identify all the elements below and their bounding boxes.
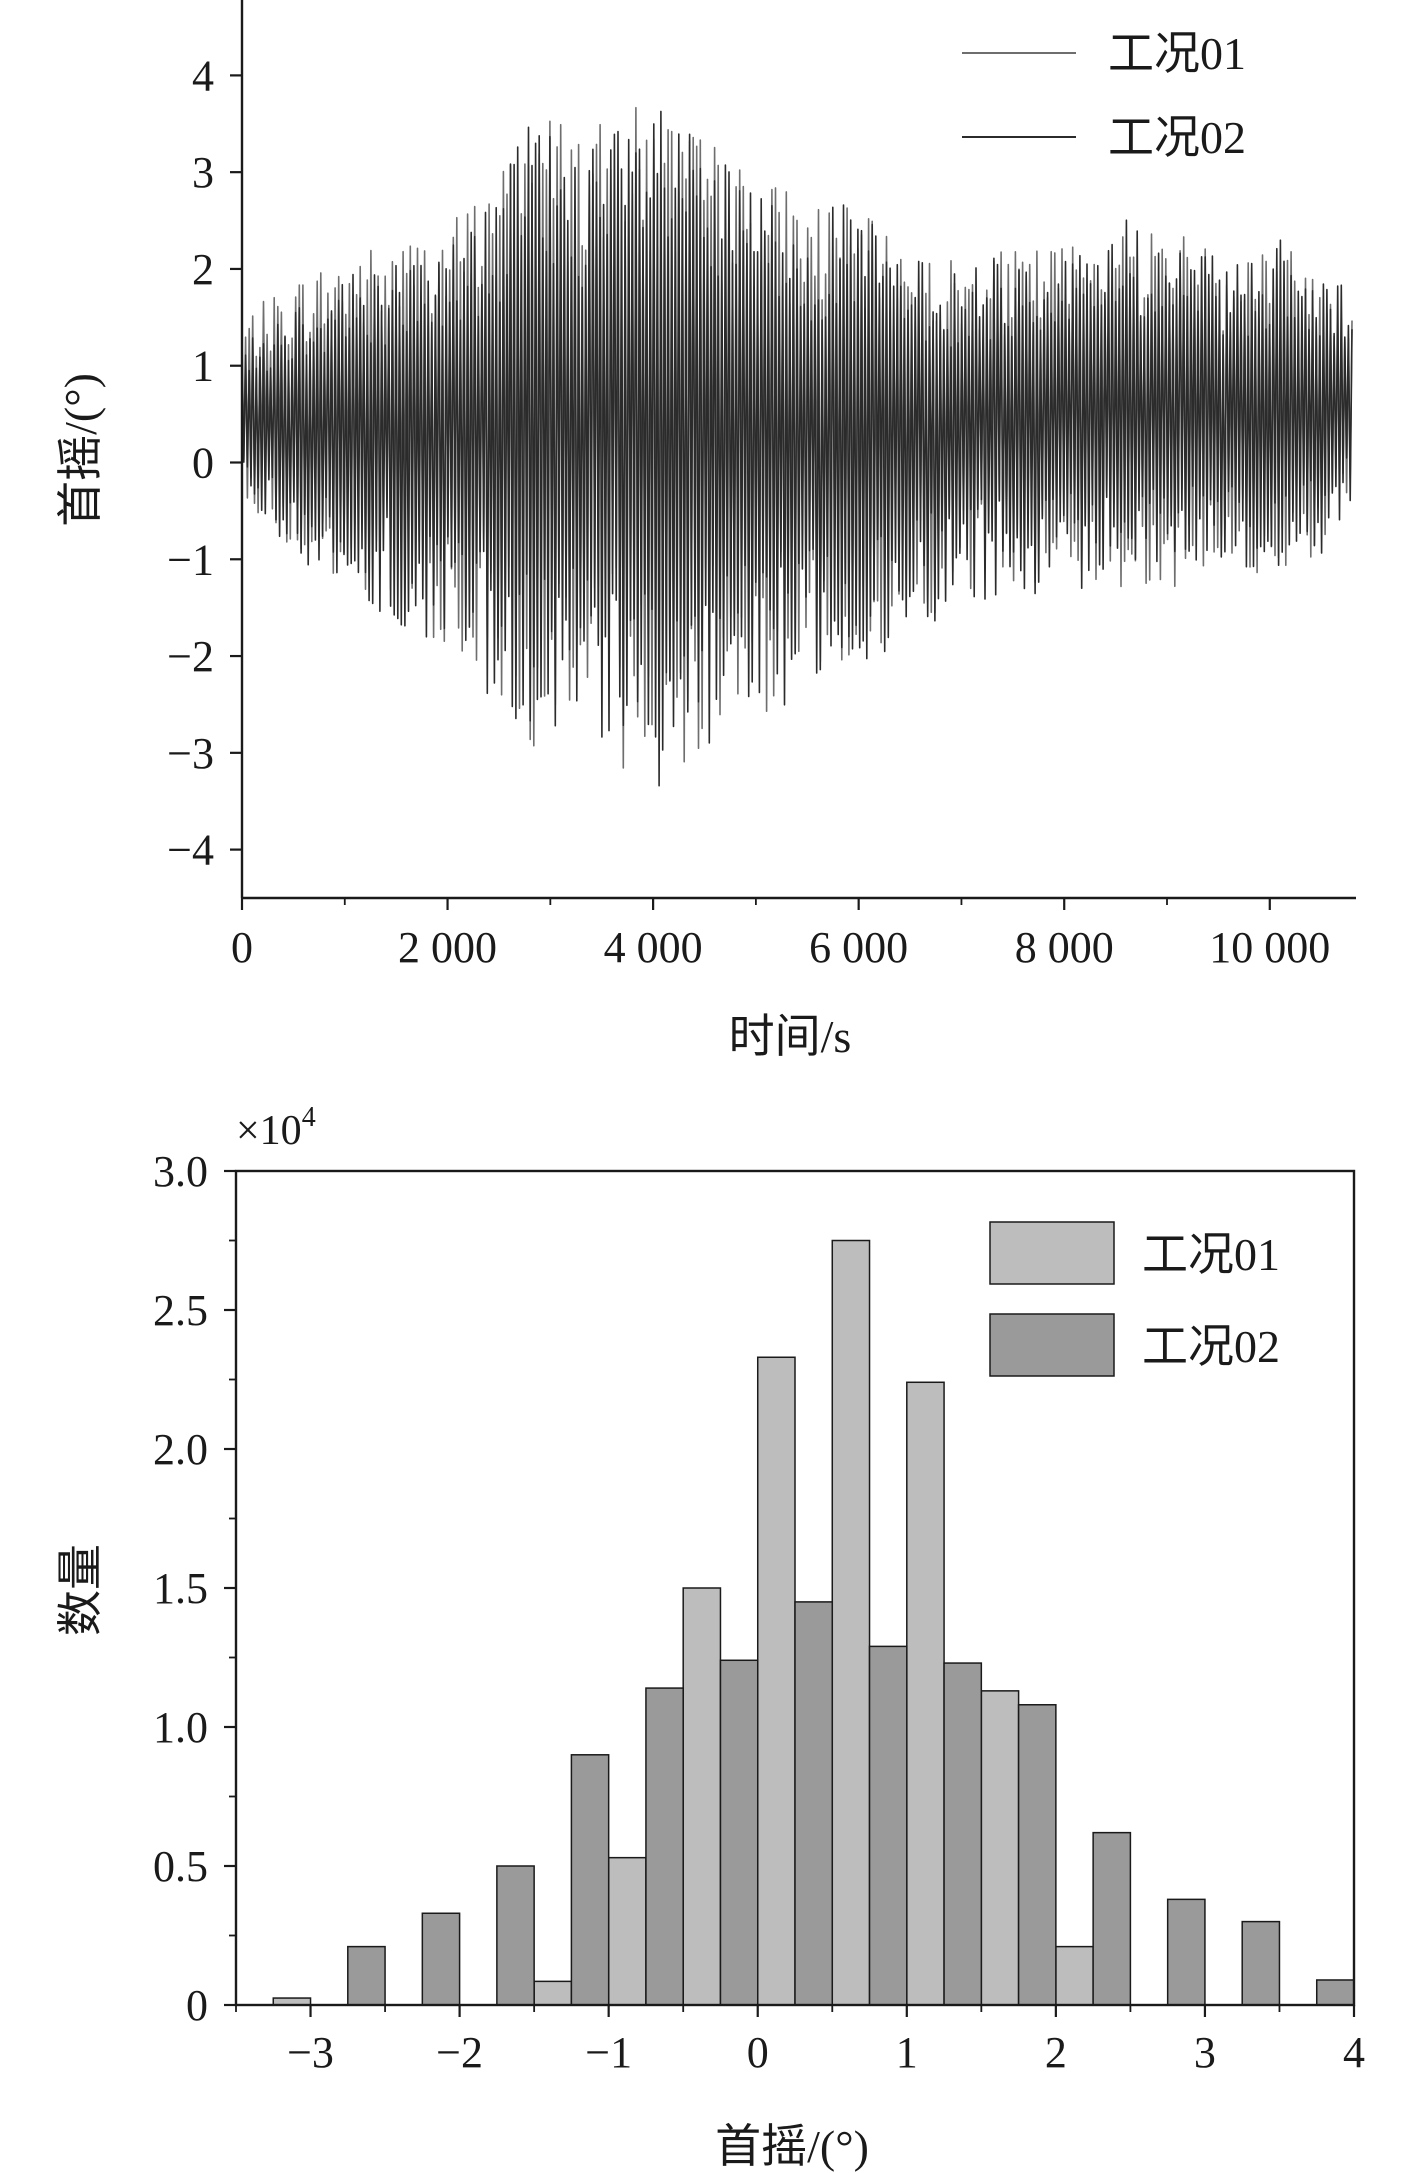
y-tick-label: −2 bbox=[167, 632, 214, 681]
legend-label-series-2: 工况02 bbox=[1142, 1321, 1280, 1372]
y-tick-label: −1 bbox=[167, 535, 214, 584]
y-tick-label: 1.0 bbox=[153, 1703, 208, 1752]
x-tick-label: 4 000 bbox=[604, 923, 703, 972]
histogram-bar-series-1 bbox=[533, 1980, 573, 2006]
y-tick-label: −4 bbox=[167, 826, 214, 875]
y-tick-label: 1.5 bbox=[153, 1564, 208, 1613]
histogram-bar-series-2 bbox=[943, 1662, 983, 2006]
legend: 工况01 工况02 bbox=[962, 28, 1246, 163]
legend-label-series-1: 工况01 bbox=[1108, 28, 1246, 79]
y-multiplier-label: ×104 bbox=[236, 1102, 316, 1154]
histogram-bar-series-2 bbox=[719, 1659, 759, 2006]
histogram-bar-series-2 bbox=[1315, 1979, 1355, 2006]
legend: 工况01 工况02 bbox=[989, 1221, 1280, 1377]
y-ticks: −4 −3 −2 −1 0 1 2 3 4 bbox=[167, 51, 242, 875]
histogram-bars bbox=[272, 1239, 1355, 2006]
x-ticks: 0 2 000 4 000 6 000 8 000 10 000 bbox=[231, 898, 1330, 972]
time-series-lines bbox=[241, 106, 1353, 787]
time-series-axes bbox=[240, 0, 1356, 900]
histogram-bar-series-2 bbox=[1241, 1920, 1281, 2006]
y-tick-label: 4 bbox=[192, 51, 214, 100]
x-tick-label: 0 bbox=[747, 2028, 769, 2077]
histogram-bar-series-2 bbox=[1092, 1831, 1132, 2006]
x-axis-title: 时间/s bbox=[729, 1011, 852, 1062]
legend-label-series-1: 工况01 bbox=[1142, 1229, 1280, 1280]
y-tick-label: 1 bbox=[192, 342, 214, 391]
histogram-bar-series-1 bbox=[980, 1690, 1020, 2006]
histogram-bar-series-1 bbox=[906, 1381, 945, 2006]
histogram-bar-series-2 bbox=[421, 1912, 461, 2006]
y-tick-label: 0 bbox=[192, 439, 214, 488]
y-tick-label: 2.5 bbox=[153, 1286, 208, 1335]
y-tick-label: 0 bbox=[186, 1981, 208, 2030]
x-tick-label: 2 000 bbox=[398, 923, 497, 972]
y-ticks: 0 0.5 1.0 1.5 2.0 2.5 3.0 bbox=[153, 1147, 236, 2030]
y-axis-title: 数量 bbox=[55, 1544, 106, 1636]
histogram-bar-series-2 bbox=[645, 1687, 684, 2006]
y-axis-title: 首摇/(°) bbox=[55, 373, 106, 527]
x-tick-label: 10 000 bbox=[1209, 923, 1330, 972]
x-tick-label: −2 bbox=[436, 2028, 483, 2077]
x-tick-label: 6 000 bbox=[809, 923, 908, 972]
histogram-bar-series-2 bbox=[868, 1645, 908, 2006]
histogram-bar-series-1 bbox=[607, 1856, 647, 2006]
histogram-bar-series-1 bbox=[682, 1587, 722, 2006]
x-tick-label: 2 bbox=[1045, 2028, 1067, 2077]
y-tick-label: −3 bbox=[167, 729, 214, 778]
histogram-bar-series-1 bbox=[756, 1356, 796, 2006]
histogram-chart: 0 0.5 1.0 1.5 2.0 2.5 3.0 −3 −2 −1 0 1 2 3 4 ×104 首摇/… bbox=[55, 1102, 1365, 2172]
histogram-bar-series-2 bbox=[347, 1945, 386, 2006]
x-tick-label: 3 bbox=[1194, 2028, 1216, 2077]
x-tick-label: −3 bbox=[287, 2028, 334, 2077]
series-line-2 bbox=[241, 110, 1353, 787]
y-tick-label: 2 bbox=[192, 245, 214, 294]
x-tick-label: 1 bbox=[896, 2028, 918, 2077]
x-tick-label: 0 bbox=[231, 923, 253, 972]
histogram-bar-series-2 bbox=[1017, 1704, 1057, 2006]
histogram-bar-series-2 bbox=[794, 1601, 834, 2006]
legend-swatch-series-2 bbox=[989, 1313, 1115, 1377]
legend-swatch-series-1 bbox=[989, 1221, 1115, 1285]
x-axis-title: 首摇/(°) bbox=[715, 2121, 869, 2172]
y-tick-label: 3.0 bbox=[153, 1147, 208, 1196]
y-tick-label: 2.0 bbox=[153, 1425, 208, 1474]
time-series-chart: −4 −3 −2 −1 0 1 2 3 4 0 2 000 4 000 6 000 8 000 10 00… bbox=[55, 0, 1356, 1062]
x-tick-label: −1 bbox=[585, 2028, 632, 2077]
histogram-bar-series-2 bbox=[496, 1865, 535, 2006]
x-tick-label: 8 000 bbox=[1015, 923, 1114, 972]
histogram-bar-series-2 bbox=[1166, 1898, 1206, 2006]
legend-label-series-2: 工况02 bbox=[1108, 112, 1246, 163]
histogram-bar-series-1 bbox=[831, 1239, 871, 2006]
x-ticks: −3 −2 −1 0 1 2 3 4 bbox=[235, 2005, 1365, 2077]
y-tick-label: 0.5 bbox=[153, 1842, 208, 1891]
x-tick-label: 4 bbox=[1343, 2028, 1365, 2077]
y-tick-label: 3 bbox=[192, 148, 214, 197]
histogram-bar-series-1 bbox=[1055, 1945, 1094, 2006]
histogram-bar-series-2 bbox=[570, 1754, 610, 2006]
